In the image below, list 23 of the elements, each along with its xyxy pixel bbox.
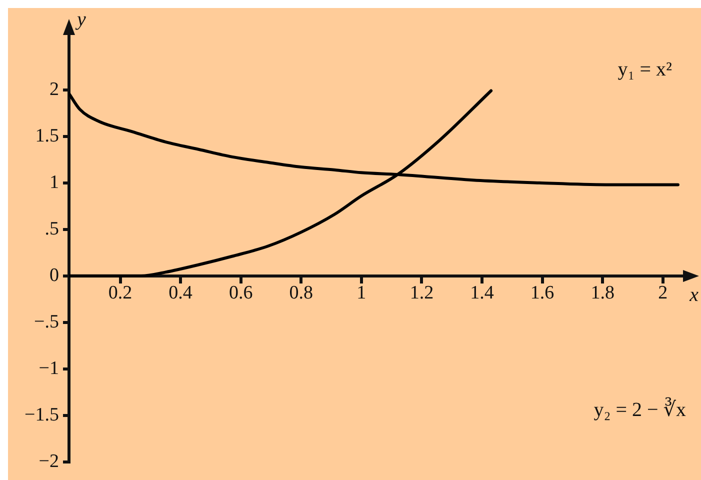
- annotation: y₂ = 2 − ∛x: [594, 396, 686, 421]
- y-tick-label: 2: [50, 78, 59, 100]
- y-tick-label: 0: [50, 264, 59, 286]
- x-tick-label: 0.2: [108, 282, 132, 304]
- y-axis-title: y: [75, 8, 86, 30]
- annotation: y₁ = x²: [618, 58, 672, 81]
- x-tick-label: 0.8: [289, 282, 314, 304]
- y-tick-label: 1.5: [35, 125, 59, 146]
- x-tick-label: 1.4: [470, 282, 494, 304]
- x-tick-label: 0.6: [228, 282, 253, 304]
- y-tick-label: 1: [50, 172, 59, 193]
- y-tick-label: −.5: [34, 311, 59, 332]
- x-axis-title: x: [688, 284, 699, 306]
- y-tick-label: −2: [38, 450, 59, 472]
- x-tick-label: 2: [658, 282, 668, 304]
- x-tick-label: 1: [356, 282, 366, 304]
- y-tick-label: −1: [38, 358, 59, 379]
- x-tick-label: 0.4: [168, 282, 193, 304]
- x-tick-label: 1.6: [530, 282, 554, 304]
- x-tick-label: 1.2: [410, 282, 434, 304]
- y-tick-label: .5: [44, 218, 59, 240]
- x-tick-label: 1.8: [590, 282, 614, 304]
- y-tick-label: −1.5: [24, 404, 59, 426]
